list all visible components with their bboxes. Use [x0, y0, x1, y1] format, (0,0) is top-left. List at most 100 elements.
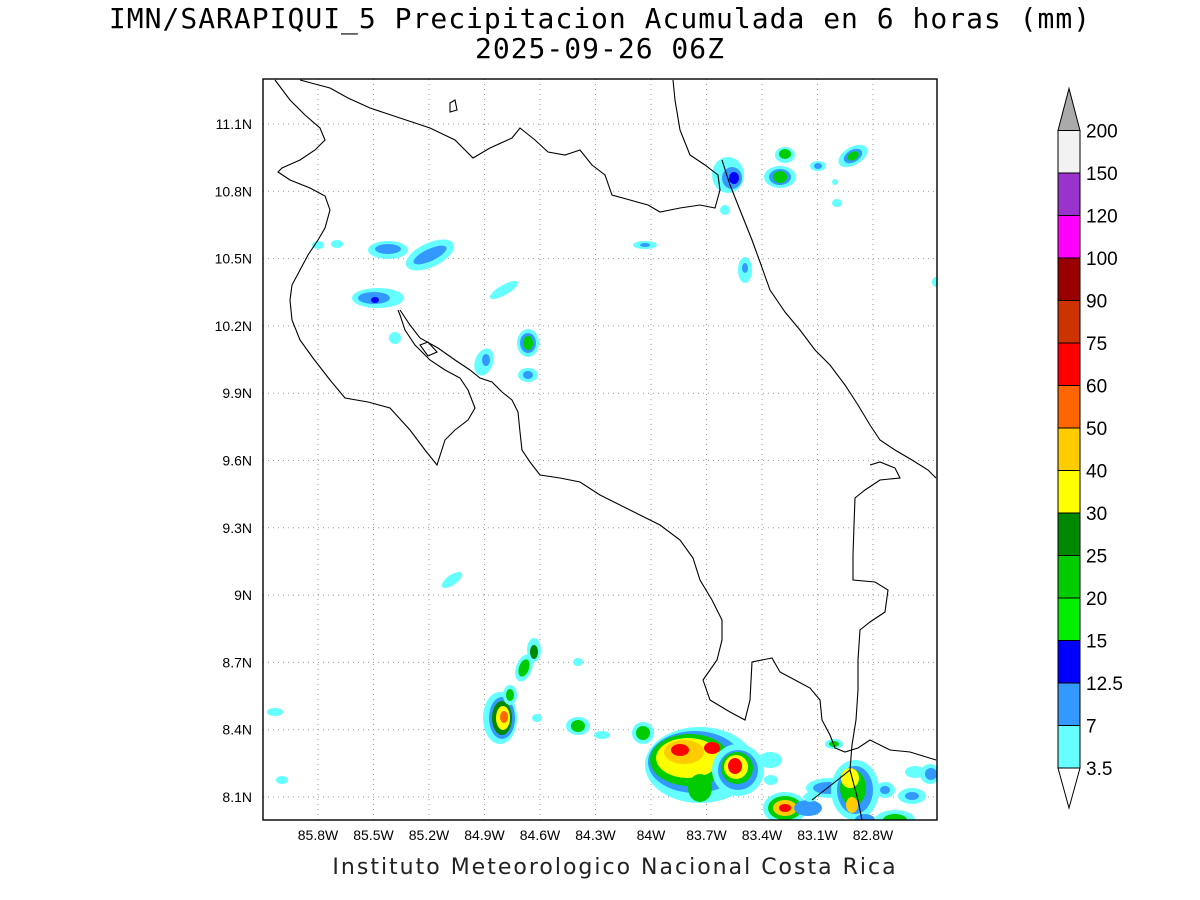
- rain-cell: [932, 277, 937, 287]
- rain-cell: [276, 776, 288, 784]
- colorbar-label: 3.5: [1086, 759, 1112, 780]
- rain-cell: [905, 792, 919, 800]
- rain-cell: [371, 297, 379, 303]
- rain-cell: [267, 708, 283, 716]
- rain-cell: [925, 768, 937, 780]
- rain-cell: [523, 371, 533, 379]
- rain-cell: [688, 774, 712, 802]
- rain-cell: [594, 731, 610, 739]
- rain-cell: [729, 172, 739, 184]
- x-tick-label: 85.8W: [298, 827, 339, 843]
- rain-cell: [640, 243, 650, 247]
- rain-cell: [518, 659, 530, 677]
- rain-cell: [413, 245, 447, 265]
- colorbar-segment: [1057, 385, 1081, 429]
- colorbar-label: 12.5: [1086, 674, 1123, 695]
- rain-cell: [523, 336, 533, 350]
- colorbar-label: 50: [1086, 419, 1107, 440]
- colorbar-label: 200: [1086, 122, 1118, 143]
- chart-title: IMN/SARAPIQUI_5 Precipitacion Acumulada …: [108, 2, 1092, 35]
- colorbar-segment: [1057, 470, 1081, 514]
- rain-cell: [704, 742, 720, 754]
- y-tick-label: 10.8N: [215, 183, 252, 199]
- border-nicaragua: [299, 79, 721, 213]
- rain-cell: [847, 151, 859, 161]
- y-tick-label: 11.1N: [216, 116, 252, 132]
- colorbar-segment: [1057, 215, 1081, 259]
- x-tick-label: 84.6W: [520, 827, 561, 843]
- colorbar-segment: [1057, 682, 1081, 726]
- colorbar-label: 25: [1086, 547, 1107, 568]
- rain-cell: [855, 814, 875, 820]
- rain-cell: [671, 744, 689, 756]
- rain-cell: [375, 244, 401, 254]
- rain-cell: [573, 658, 583, 666]
- x-tick-label: 84.9W: [464, 827, 505, 843]
- y-tick-label: 10.5N: [215, 251, 252, 267]
- chart-subtitle-date: 2025-09-26 06Z: [474, 32, 725, 65]
- colorbar-label: 30: [1086, 504, 1107, 525]
- island: [449, 99, 458, 113]
- y-tick-label: 9.6N: [222, 453, 252, 469]
- colorbar-segment: [1057, 725, 1081, 769]
- coastline-caribbean: [721, 159, 937, 479]
- colorbar-label: 20: [1086, 589, 1107, 610]
- rain-cell: [779, 149, 791, 159]
- colorbar-segment: [1057, 300, 1081, 344]
- colorbar-label: 15: [1086, 632, 1107, 653]
- y-axis-labels: 11.1N 10.8N 10.5N 10.2N 9.9N 9.6N 9.3N 9N 8.7N 8.…: [215, 116, 252, 805]
- coastlines: [274, 79, 937, 820]
- x-tick-label: 85.5W: [353, 827, 394, 843]
- x-tick-label: 83.4W: [742, 827, 783, 843]
- rain-cell: [389, 332, 401, 344]
- rain-cell: [312, 241, 324, 249]
- colorbar-segment: [1057, 555, 1081, 599]
- rain-cell: [489, 280, 519, 300]
- coastline-pacific-nw: [274, 79, 476, 467]
- colorbar-segment: [1057, 640, 1081, 684]
- rain-cell: [883, 814, 907, 820]
- y-tick-label: 8.1N: [222, 789, 252, 805]
- rain-cell: [742, 263, 748, 273]
- colorbar-label: 90: [1086, 292, 1107, 313]
- coastline-pacific-south: [399, 309, 937, 761]
- x-tick-label: 84W: [637, 827, 667, 843]
- rain-cell: [764, 775, 778, 785]
- rain-cell: [880, 786, 890, 794]
- rain-cell: [832, 199, 842, 207]
- rain-cell: [532, 714, 542, 722]
- rain-cell: [636, 726, 650, 740]
- colorbar-segment: [1057, 257, 1081, 301]
- colorbar-segment: [1057, 130, 1081, 174]
- colorbar-label: 60: [1086, 377, 1107, 398]
- colorbar-label: 40: [1086, 462, 1107, 483]
- colorbar-segment: [1057, 597, 1081, 641]
- colorbar-label: 100: [1086, 249, 1118, 270]
- colorbar-over-triangle: [1057, 86, 1081, 131]
- x-axis-labels: 85.8W 85.5W 85.2W 84.9W 84.6W 84.3W 84W 83.7W 83…: [298, 827, 894, 843]
- colorbar-segment: [1057, 342, 1081, 386]
- rain-cell: [814, 163, 822, 169]
- island: [419, 341, 438, 357]
- border-panama: [849, 461, 901, 820]
- rain-cell: [720, 205, 730, 215]
- rain-cell: [728, 758, 742, 774]
- rain-cell: [905, 766, 925, 778]
- x-tick-label: 83.7W: [686, 827, 727, 843]
- y-tick-label: 8.7N: [222, 654, 252, 670]
- y-tick-label: 9.3N: [222, 520, 252, 536]
- footer-credit: Instituto Meteorologico Nacional Costa R…: [332, 855, 898, 880]
- rain-cell: [506, 689, 514, 701]
- rain-cell: [794, 800, 822, 816]
- y-tick-label: 9.9N: [222, 385, 252, 401]
- rain-cell: [530, 645, 538, 659]
- colorbar-label: 7: [1086, 717, 1097, 738]
- colorbar-legend: 3.5 7 12.5 15 20 25 30 40 50 60 75 90 100 120 150 200: [1057, 86, 1123, 810]
- y-tick-label: 10.2N: [215, 318, 252, 334]
- colorbar-segment: [1057, 172, 1081, 216]
- colorbar-label: 150: [1086, 164, 1118, 185]
- rain-cell: [571, 720, 585, 732]
- x-tick-label: 83.1W: [797, 827, 838, 843]
- rain-cell: [500, 711, 508, 723]
- rain-cell: [846, 797, 858, 813]
